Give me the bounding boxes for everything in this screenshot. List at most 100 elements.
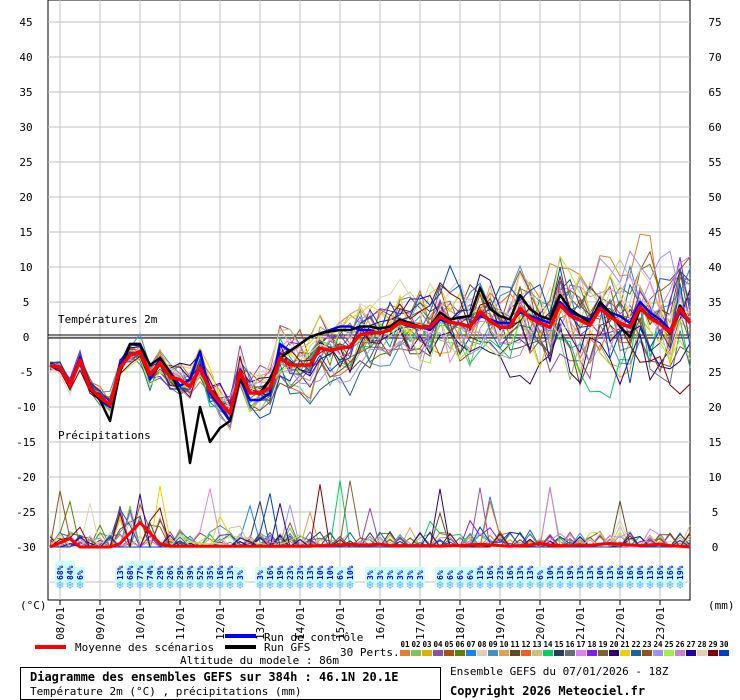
precip-prob-label: 10% [546, 565, 555, 580]
precip-prob-label: 6% [456, 570, 465, 580]
snowflake-icon: ❄ [656, 578, 663, 592]
pert-legend-swatch [499, 650, 509, 656]
precip-prob-bar [565, 567, 575, 585]
precip-prob-label: 13% [586, 565, 595, 580]
pert-legend-swatch [477, 650, 487, 656]
precip-probability-strip: ❄68%❄84%❄6%❄13%❄68%❄77%❄74%❄29%❄26%❄29%❄… [55, 561, 685, 592]
precip-prob-bar [555, 567, 565, 585]
snowflake-icon: ❄ [676, 578, 683, 592]
precip-prob-bar [125, 561, 135, 585]
pert-legend-swatch [609, 650, 619, 656]
snowflake-icon: ❄ [396, 578, 403, 592]
snowflake-icon: ❄ [616, 578, 623, 592]
snowflake-icon: ❄ [126, 578, 133, 592]
right-unit-label: (mm) [708, 599, 735, 612]
pert-legend-id: 30 [719, 640, 729, 649]
pert-legend-id: 09 [488, 640, 498, 649]
pert-legend-swatch [433, 650, 443, 656]
snowflake-icon: ❄ [636, 578, 643, 592]
left-y-tick-label: 25 [19, 156, 32, 169]
precip-prob-label: 3% [376, 570, 385, 580]
left-y-tick-label: 30 [19, 121, 32, 134]
legend-perts-label: 30 Perts. [340, 646, 400, 659]
pert-legend-id: 14 [543, 640, 553, 649]
precip-prob-label: 19% [566, 565, 575, 580]
snowflake-icon: ❄ [546, 578, 553, 592]
snowflake-icon: ❄ [226, 578, 233, 592]
perturbation-legend: 01 02 03 04 05 06 07 08 09 10 11 12 13 14 15 16 17 18 19 20… [400, 640, 729, 656]
precip-prob-bar [635, 567, 645, 585]
chart-subtitle: Température 2m (°C) , précipitations (mm… [30, 685, 302, 698]
pert-legend-id: 29 [708, 640, 718, 649]
pert-legend-swatch [510, 650, 520, 656]
pert-legend-swatch [455, 650, 465, 656]
snowflake-icon: ❄ [196, 578, 203, 592]
precip-prob-label: 13% [526, 565, 535, 580]
pert-legend-id: 03 [422, 640, 432, 649]
precip-prob-bar [395, 567, 405, 585]
snowflake-icon: ❄ [306, 578, 313, 592]
left-y-tick-label: -5 [19, 366, 32, 379]
precip-prob-label: 84% [66, 565, 75, 580]
left-y-tick-label: 0 [23, 331, 30, 344]
pert-legend-id: 20 [609, 640, 619, 649]
left-y-tick-label: 35 [19, 86, 32, 99]
precip-prob-bar [195, 567, 205, 585]
precip-prob-bar [315, 567, 325, 585]
y-axis-ticks: 454035302520151050-5-10-15-20-25-3075706… [16, 16, 722, 554]
x-tick-label: 12/01 [214, 607, 227, 640]
snowflake-icon: ❄ [336, 578, 343, 592]
precip-prob-bar [115, 567, 125, 585]
snowflake-icon: ❄ [526, 578, 533, 592]
right-y-tick-label: 45 [708, 226, 721, 239]
precip-prob-label: 19% [276, 565, 285, 580]
snowflake-icon: ❄ [456, 578, 463, 592]
pert-legend-swatch [400, 650, 410, 656]
snowflake-icon: ❄ [556, 578, 563, 592]
pert-legend-id: 06 [455, 640, 465, 649]
precip-prob-label: 23% [496, 565, 505, 580]
precip-prob-bar [615, 567, 625, 585]
right-y-tick-label: 70 [708, 51, 721, 64]
snowflake-icon: ❄ [116, 578, 123, 592]
precip-prob-bar [465, 567, 475, 585]
precip-prob-bar [285, 567, 295, 585]
pert-legend-id: 19 [598, 640, 608, 649]
perturbation-temp-line [49, 284, 691, 429]
pert-legend-id: 16 [565, 640, 575, 649]
pert-legend-swatch [719, 650, 729, 656]
precip-prob-bar [675, 567, 685, 585]
snowflake-icon: ❄ [376, 578, 383, 592]
perturbation-precip-line [50, 493, 691, 548]
precip-prob-label: 23% [286, 565, 295, 580]
precip-prob-bar [155, 567, 165, 585]
precip-prob-bar [265, 567, 275, 585]
left-y-tick-label: -25 [16, 506, 36, 519]
pert-legend-swatch [521, 650, 531, 656]
gfs-run-line [49, 286, 692, 465]
snowflake-icon: ❄ [206, 578, 213, 592]
ensemble-mean-precip-line [49, 521, 691, 549]
precip-prob-label: 10% [346, 565, 355, 580]
pert-legend-swatch [532, 650, 542, 656]
left-y-tick-label: -30 [16, 541, 36, 554]
precip-prob-bar [535, 567, 545, 585]
snowflake-icon: ❄ [166, 578, 173, 592]
legend-mean-label: Moyenne des scénarios [75, 641, 214, 654]
right-y-tick-label: 55 [708, 156, 721, 169]
snowflake-icon: ❄ [366, 578, 373, 592]
precip-prob-bar [335, 567, 345, 585]
right-y-tick-label: 30 [708, 331, 721, 344]
precip-prob-bar [575, 567, 585, 585]
precip-prob-bar [135, 561, 145, 585]
precip-prob-bar [525, 567, 535, 585]
x-tick-label: 23/01 [654, 607, 667, 640]
right-y-tick-label: 65 [708, 86, 721, 99]
x-tick-label: 21/01 [574, 607, 587, 640]
precip-prob-label: 6% [466, 570, 475, 580]
right-y-tick-label: 10 [708, 471, 721, 484]
snowflake-icon: ❄ [566, 578, 573, 592]
right-y-tick-label: 0 [712, 541, 719, 554]
precip-prob-label: 10% [316, 565, 325, 580]
